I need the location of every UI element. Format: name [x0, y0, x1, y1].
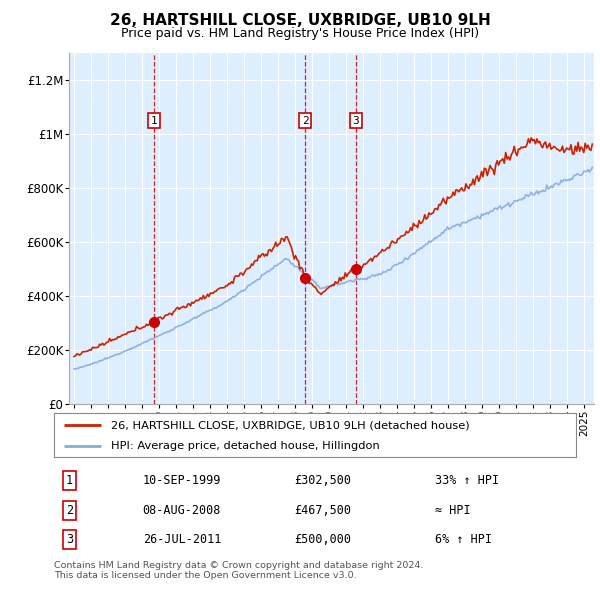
- Text: £500,000: £500,000: [294, 533, 351, 546]
- Text: HPI: Average price, detached house, Hillingdon: HPI: Average price, detached house, Hill…: [112, 441, 380, 451]
- Text: 3: 3: [352, 116, 359, 126]
- Text: £467,500: £467,500: [294, 503, 351, 517]
- Text: 1: 1: [66, 474, 73, 487]
- Text: 08-AUG-2008: 08-AUG-2008: [143, 503, 221, 517]
- Text: 33% ↑ HPI: 33% ↑ HPI: [435, 474, 499, 487]
- Text: 6% ↑ HPI: 6% ↑ HPI: [435, 533, 492, 546]
- Text: 26-JUL-2011: 26-JUL-2011: [143, 533, 221, 546]
- Text: 2: 2: [66, 503, 73, 517]
- Text: Contains HM Land Registry data © Crown copyright and database right 2024.
This d: Contains HM Land Registry data © Crown c…: [54, 560, 424, 580]
- Text: 26, HARTSHILL CLOSE, UXBRIDGE, UB10 9LH: 26, HARTSHILL CLOSE, UXBRIDGE, UB10 9LH: [110, 13, 490, 28]
- Text: 2: 2: [302, 116, 308, 126]
- Text: 26, HARTSHILL CLOSE, UXBRIDGE, UB10 9LH (detached house): 26, HARTSHILL CLOSE, UXBRIDGE, UB10 9LH …: [112, 421, 470, 430]
- Text: Price paid vs. HM Land Registry's House Price Index (HPI): Price paid vs. HM Land Registry's House …: [121, 27, 479, 40]
- Text: 1: 1: [151, 116, 157, 126]
- Text: ≈ HPI: ≈ HPI: [435, 503, 470, 517]
- Text: £302,500: £302,500: [294, 474, 351, 487]
- Text: 10-SEP-1999: 10-SEP-1999: [143, 474, 221, 487]
- Text: 3: 3: [66, 533, 73, 546]
